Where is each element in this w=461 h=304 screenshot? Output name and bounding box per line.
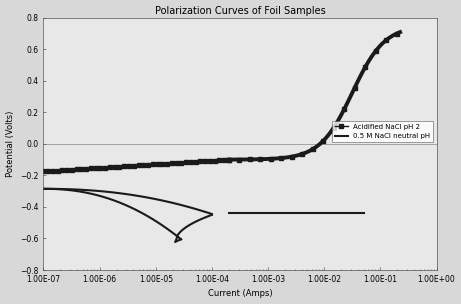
- Title: Polarization Curves of Foil Samples: Polarization Curves of Foil Samples: [154, 5, 325, 16]
- 0.5 M NaCl neutral pH: [112, 199, 118, 202]
- 0.5 M NaCl neutral pH: [173, 234, 179, 237]
- 0.5 M NaCl neutral pH: [41, 187, 46, 191]
- Acidified NaCl pH 2: [74, 168, 79, 171]
- 0.5 M NaCl neutral pH: [178, 237, 184, 241]
- Acidified NaCl pH 2: [183, 161, 189, 164]
- Acidified NaCl pH 2: [202, 159, 208, 163]
- 0.5 M NaCl neutral pH: [107, 197, 112, 201]
- Acidified NaCl pH 2: [160, 162, 165, 166]
- 0.5 M NaCl neutral pH: [88, 192, 94, 195]
- Acidified NaCl pH 2: [150, 163, 155, 166]
- 0.5 M NaCl neutral pH: [83, 191, 89, 195]
- 0.5 M NaCl neutral pH: [154, 220, 160, 224]
- 0.5 M NaCl neutral pH: [169, 230, 174, 234]
- Y-axis label: Potential (Volts): Potential (Volts): [6, 111, 15, 177]
- Acidified NaCl pH 2: [212, 159, 217, 162]
- 0.5 M NaCl neutral pH: [74, 189, 79, 193]
- Acidified NaCl pH 2: [88, 167, 94, 170]
- 0.5 M NaCl neutral pH: [164, 227, 170, 230]
- Acidified NaCl pH 2: [217, 158, 222, 162]
- Acidified NaCl pH 2: [178, 161, 184, 164]
- Acidified NaCl pH 2: [164, 162, 170, 165]
- Acidified NaCl pH 2: [221, 158, 227, 162]
- 0.5 M NaCl neutral pH: [69, 188, 75, 192]
- Acidified NaCl pH 2: [122, 164, 127, 168]
- 0.5 M NaCl neutral pH: [93, 193, 99, 197]
- 0.5 M NaCl neutral pH: [65, 188, 70, 192]
- X-axis label: Current (Amps): Current (Amps): [208, 289, 272, 299]
- 0.5 M NaCl neutral pH: [160, 223, 165, 227]
- Acidified NaCl pH 2: [83, 167, 89, 171]
- Acidified NaCl pH 2: [126, 164, 132, 168]
- Acidified NaCl pH 2: [41, 170, 46, 173]
- Legend: Acidified NaCl pH 2, 0.5 M NaCl neutral pH: Acidified NaCl pH 2, 0.5 M NaCl neutral …: [332, 121, 433, 142]
- Acidified NaCl pH 2: [112, 165, 118, 169]
- 0.5 M NaCl neutral pH: [50, 187, 56, 191]
- 0.5 M NaCl neutral pH: [59, 188, 65, 191]
- 0.5 M NaCl neutral pH: [102, 196, 108, 199]
- 0.5 M NaCl neutral pH: [145, 215, 151, 218]
- Acidified NaCl pH 2: [50, 169, 56, 173]
- Acidified NaCl pH 2: [60, 168, 65, 172]
- Line: Acidified NaCl pH 2: Acidified NaCl pH 2: [42, 158, 230, 173]
- Acidified NaCl pH 2: [136, 164, 141, 167]
- Acidified NaCl pH 2: [93, 166, 99, 170]
- 0.5 M NaCl neutral pH: [126, 205, 132, 208]
- 0.5 M NaCl neutral pH: [98, 194, 103, 198]
- Acidified NaCl pH 2: [55, 169, 60, 172]
- 0.5 M NaCl neutral pH: [121, 202, 127, 206]
- Acidified NaCl pH 2: [69, 168, 75, 171]
- Acidified NaCl pH 2: [46, 169, 51, 173]
- Acidified NaCl pH 2: [98, 166, 103, 170]
- Acidified NaCl pH 2: [141, 163, 146, 167]
- Acidified NaCl pH 2: [145, 163, 151, 167]
- Acidified NaCl pH 2: [169, 161, 175, 165]
- Acidified NaCl pH 2: [102, 166, 108, 169]
- Acidified NaCl pH 2: [65, 168, 70, 172]
- Acidified NaCl pH 2: [226, 158, 231, 161]
- 0.5 M NaCl neutral pH: [136, 209, 141, 213]
- Acidified NaCl pH 2: [188, 160, 194, 164]
- 0.5 M NaCl neutral pH: [117, 201, 122, 204]
- Acidified NaCl pH 2: [117, 165, 122, 168]
- Acidified NaCl pH 2: [174, 161, 179, 165]
- Acidified NaCl pH 2: [131, 164, 136, 168]
- Acidified NaCl pH 2: [107, 165, 113, 169]
- 0.5 M NaCl neutral pH: [131, 207, 136, 211]
- 0.5 M NaCl neutral pH: [46, 187, 51, 191]
- Line: 0.5 M NaCl neutral pH: 0.5 M NaCl neutral pH: [43, 189, 181, 239]
- Acidified NaCl pH 2: [197, 160, 203, 163]
- 0.5 M NaCl neutral pH: [55, 187, 60, 191]
- 0.5 M NaCl neutral pH: [140, 212, 146, 216]
- Acidified NaCl pH 2: [155, 162, 160, 166]
- 0.5 M NaCl neutral pH: [79, 190, 84, 194]
- Acidified NaCl pH 2: [207, 159, 213, 163]
- Acidified NaCl pH 2: [193, 160, 198, 164]
- Acidified NaCl pH 2: [79, 167, 84, 171]
- 0.5 M NaCl neutral pH: [150, 217, 155, 221]
